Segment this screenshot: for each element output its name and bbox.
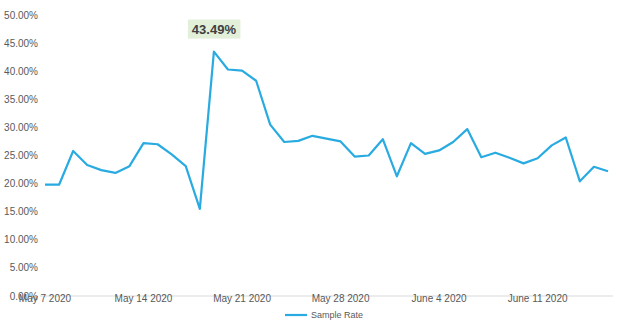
x-tick-label: June 11 2020 [508,293,568,304]
plot-area [45,52,608,209]
legend-label: Sample Rate [311,310,363,320]
y-tick-label: 50.00% [4,10,38,21]
chart-container: 0.00%5.00%10.00%15.00%20.00%25.00%30.00%… [0,0,640,327]
y-tick-label: 40.00% [4,66,38,77]
y-tick-label: 25.00% [4,150,38,161]
legend: Sample Rate [285,310,363,320]
legend-swatch [285,314,307,316]
y-tick-label: 45.00% [4,38,38,49]
line-series [45,52,608,209]
y-tick-label: 35.00% [4,94,38,105]
annotation-box [188,20,241,39]
y-tick-label: 5.00% [10,262,38,273]
y-tick-label: 30.00% [4,122,38,133]
y-tick-label: 10.00% [4,234,38,245]
x-tick-label: May 14 2020 [115,293,173,304]
y-tick-label: 15.00% [4,206,38,217]
x-tick-label: June 4 2020 [412,293,467,304]
x-tick-label: May 28 2020 [312,293,370,304]
y-tick-label: 20.00% [4,178,38,189]
x-tick-label: May 21 2020 [213,293,271,304]
x-tick-label: May 7 2020 [19,293,72,304]
chart-svg: 0.00%5.00%10.00%15.00%20.00%25.00%30.00%… [0,0,640,327]
annotation: 43.49% [192,22,237,37]
